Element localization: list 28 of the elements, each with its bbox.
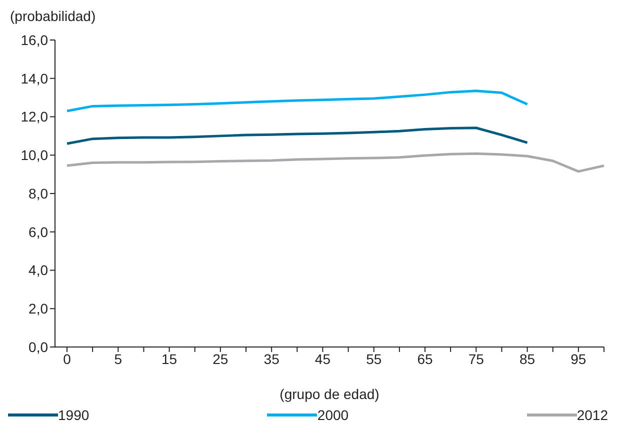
y-tick-label: 14,0 — [20, 70, 48, 86]
x-tick-label: 55 — [366, 350, 382, 367]
legend-label: 2012 — [576, 407, 608, 423]
x-tick-label: 35 — [264, 350, 280, 367]
line-series — [66, 126, 529, 145]
legend-label: 1990 — [58, 407, 90, 423]
line-series — [66, 152, 606, 173]
y-tick-label: 8,0 — [28, 185, 48, 202]
y-tick-label: 16,0 — [20, 32, 48, 48]
y-tick-label: 12,0 — [20, 108, 48, 125]
y-tick-label: 0,0 — [28, 338, 48, 355]
line-series — [66, 90, 529, 112]
x-tick-label: 85 — [519, 350, 536, 367]
x-tick-label: 65 — [417, 350, 433, 367]
x-tick-label: 95 — [570, 350, 586, 367]
x-tick-label: 0 — [63, 350, 72, 367]
x-tick-label: 5 — [114, 350, 122, 367]
legend-label: 2000 — [317, 407, 349, 423]
x-tick-label: 15 — [161, 350, 178, 367]
y-tick-label: 10,0 — [20, 147, 48, 164]
y-tick-label: 4,0 — [28, 262, 48, 278]
x-tick-label: 25 — [212, 350, 228, 367]
x-axis-title: (grupo de edad) — [280, 386, 380, 402]
x-tick-label: 75 — [468, 350, 484, 367]
y-tick-label: 2,0 — [28, 300, 48, 317]
y-tick-label: 6,0 — [28, 224, 48, 240]
y-axis-title: (probabilidad) — [10, 8, 96, 24]
x-tick-label: 45 — [314, 350, 331, 367]
